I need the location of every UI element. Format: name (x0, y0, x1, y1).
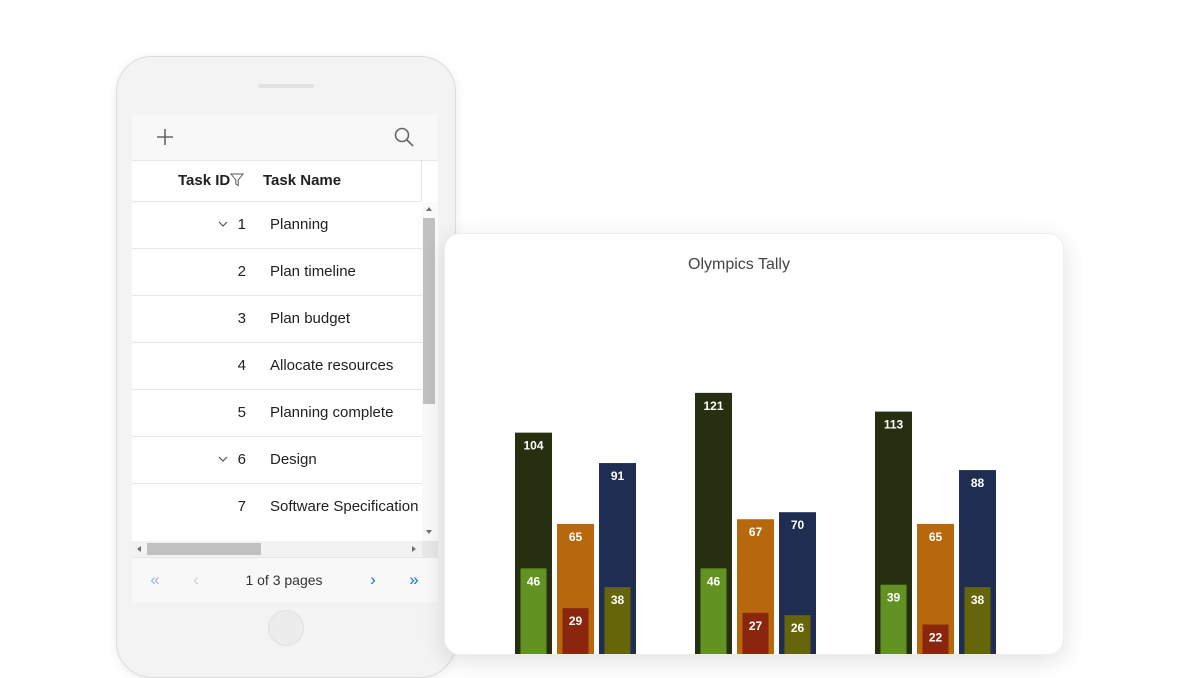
task-id-cell: 2 (237, 263, 246, 280)
column-header-task-name[interactable]: Task Name (263, 161, 413, 201)
data-label: 46 (707, 574, 721, 588)
task-id-cell: 3 (237, 310, 246, 327)
bar-chart: 104 65 91 46 29 38 121 67 70 46 27 26 113 65 88 39 22 38 (515, 392, 996, 654)
phone-mockup: Task ID Task Name 1 Planning 2 Plan timelin… (116, 56, 456, 678)
data-label: 38 (611, 593, 625, 607)
task-id-cell: 1 (237, 216, 246, 233)
phone-home-button (268, 610, 304, 646)
phone-speaker (258, 84, 314, 88)
task-name-cell: Plan budget (270, 310, 351, 327)
column-header-task-id[interactable]: Task ID (178, 161, 256, 201)
scroll-up-icon[interactable] (426, 207, 432, 211)
data-label: 113 (884, 418, 904, 432)
chevron-down-icon[interactable] (218, 219, 228, 229)
task-id-cell: 5 (237, 404, 246, 421)
next-page-button[interactable]: › (370, 570, 376, 589)
horizontal-scrollbar[interactable] (132, 541, 438, 557)
task-name-cell: Plan timeline (270, 263, 356, 280)
vertical-scrollbar[interactable] (422, 202, 438, 542)
data-label: 26 (791, 621, 805, 635)
table-row[interactable]: 5 Planning complete (132, 390, 422, 437)
table-row[interactable]: 2 Plan timeline (132, 249, 422, 296)
column-header-label: Task Name (263, 172, 342, 189)
column-header-label: Task ID (178, 172, 231, 189)
grid-rows: 1 Planning 2 Plan timeline 3 Plan budget 4 Allo… (132, 202, 422, 528)
scroll-down-icon[interactable] (426, 530, 432, 534)
grid-header: Task ID Task Name (132, 161, 422, 202)
data-label: 46 (527, 574, 541, 588)
table-row[interactable]: 7 Software Specification (132, 484, 422, 528)
pager: « ‹ 1 of 3 pages › » (132, 557, 438, 602)
data-label: 39 (887, 591, 901, 605)
last-page-button[interactable]: » (409, 570, 419, 589)
table-row[interactable]: 4 Allocate resources (132, 343, 422, 390)
header-divider (421, 161, 422, 201)
task-name-cell: Software Specification (270, 498, 419, 515)
task-name-cell: Allocate resources (270, 357, 394, 374)
data-label: 91 (611, 469, 625, 483)
data-label: 67 (749, 525, 763, 539)
data-label: 22 (929, 631, 943, 645)
table-row[interactable]: 1 Planning (132, 202, 422, 249)
tree-grid: Task ID Task Name 1 Planning 2 Plan timelin… (132, 114, 438, 602)
task-id-cell: 4 (237, 357, 246, 374)
grid-toolbar (132, 114, 438, 161)
data-label: 70 (791, 518, 805, 532)
first-page-button[interactable]: « (150, 570, 160, 589)
table-row[interactable]: 3 Plan budget (132, 296, 422, 343)
scroll-left-icon[interactable] (137, 546, 141, 552)
chart-title: Olympics Tally (688, 256, 790, 273)
data-label: 121 (703, 399, 723, 413)
previous-page-button[interactable]: ‹ (193, 570, 199, 589)
search-icon[interactable] (392, 125, 416, 149)
filter-icon[interactable] (230, 173, 244, 187)
task-name-cell: Planning complete (270, 404, 394, 421)
data-label: 65 (569, 530, 583, 544)
data-label: 29 (569, 614, 583, 628)
task-name-cell: Planning (270, 216, 329, 233)
data-label: 38 (971, 593, 985, 607)
page-info: 1 of 3 pages (245, 572, 323, 588)
scrollbar-thumb[interactable] (147, 543, 261, 555)
task-id-cell: 7 (237, 498, 246, 515)
data-label: 104 (523, 439, 543, 453)
chevron-down-icon[interactable] (218, 454, 228, 464)
scrollbar-corner (422, 541, 438, 557)
chart-card: 104 65 91 46 29 38 121 67 70 46 27 26 113 65 88 39 22 38 … (444, 233, 1064, 655)
data-label: 27 (749, 619, 763, 633)
task-name-cell: Design (270, 451, 317, 468)
plus-icon[interactable] (153, 125, 177, 149)
scrollbar-thumb[interactable] (423, 218, 435, 404)
task-id-cell: 6 (237, 451, 246, 468)
scroll-right-icon[interactable] (412, 546, 416, 552)
data-label: 88 (971, 476, 985, 490)
data-label: 65 (929, 530, 943, 544)
table-row[interactable]: 6 Design (132, 437, 422, 484)
